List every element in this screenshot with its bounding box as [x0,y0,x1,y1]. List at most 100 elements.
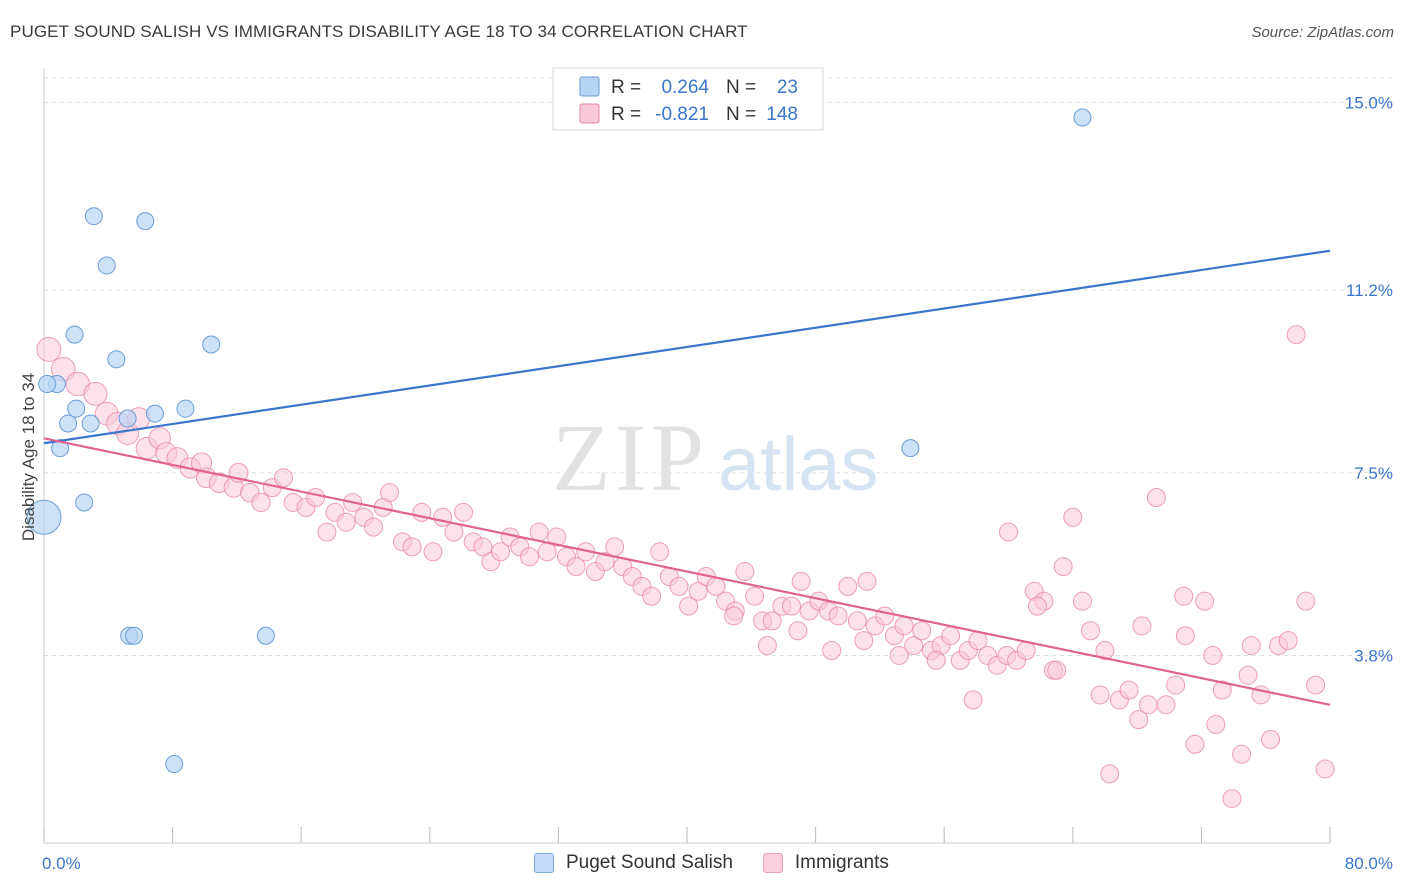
salish-point [256,626,275,645]
immigrants-point [1278,631,1298,651]
immigrants-point [380,483,400,503]
salish-point [136,212,155,231]
immigrants-point [1100,764,1120,784]
immigrants-point [36,336,62,362]
salish-point [125,626,144,645]
salish-point [65,325,84,344]
immigrants-point [1047,660,1067,680]
salish-point [165,755,184,774]
immigrants-point [1315,759,1335,779]
immigrants-point [1138,695,1158,715]
chart-title: PUGET SOUND SALISH VS IMMIGRANTS DISABIL… [10,22,748,41]
immigrants-point [875,606,895,626]
immigrants-point [473,537,493,557]
grid-lines [44,77,1392,656]
immigrants-point [1212,680,1232,700]
immigrants-point [642,586,662,606]
legend-n-label: N = [726,77,756,98]
series-legend: Puget Sound Salish Immigrants [534,852,919,874]
immigrants-point [1306,675,1326,695]
salish-point [202,335,221,354]
immigrants-point [650,542,670,562]
legend-r-label: R = [611,104,641,125]
salish-point [81,414,100,433]
immigrants-point [402,537,422,557]
immigrants-point [838,576,858,596]
immigrants-point [529,522,549,542]
watermark-atlas: atlas [718,422,879,507]
immigrants-point [1206,715,1226,735]
legend-top-swatch [579,76,600,97]
immigrants-points [36,325,1335,809]
legend-r-value: -0.821 [655,104,709,125]
immigrants-point [251,492,271,513]
immigrants-point [1129,710,1149,730]
salish-points [26,108,1092,774]
salish-point [67,399,86,418]
immigrants-point [566,557,586,577]
immigrants-point [1185,734,1205,754]
immigrants-point [1222,789,1242,809]
immigrants-point [941,626,961,646]
y-tick-label: 11.2% [1346,281,1393,300]
immigrants-point [1080,621,1100,641]
immigrants-point [1238,665,1258,685]
immigrants-point [519,547,539,567]
immigrants-point [1203,645,1223,665]
legend-r-label: R = [611,77,641,98]
legend-n-label: N = [726,104,756,125]
immigrants-point [688,581,708,601]
immigrants-point [1156,695,1176,715]
immigrants-point [889,645,909,665]
salish-point [51,439,70,458]
immigrants-point [547,527,567,547]
salish-trend-line [43,249,1331,445]
immigrants-point [1072,591,1092,611]
immigrants-point [791,571,811,591]
immigrants-point [912,621,932,641]
x-tick-label: 0.0% [42,854,81,873]
immigrants-point [1027,596,1047,616]
immigrants-point [595,552,615,572]
immigrants-point [444,522,464,542]
immigrants-point [1166,675,1186,695]
y-tick-labels: 3.8% 7.5% 11.2% 15.0% [1345,94,1393,666]
axes [43,68,1331,844]
immigrants-point [781,596,801,616]
immigrants-point [724,606,744,626]
legend-n-value: 148 [766,104,798,125]
source-label: Source: ZipAtlas.com [1251,24,1394,41]
salish-point [118,409,137,428]
legend-r-value: 0.264 [661,77,709,98]
watermark-zip: ZIP [552,404,708,511]
watermark: ZIP atlas [552,404,879,511]
legend-swatch-salish [534,853,554,873]
salish-point [1073,108,1092,127]
legend-label-salish: Puget Sound Salish [566,852,733,873]
immigrants-point [1296,591,1316,611]
legend-top-swatch [579,103,600,124]
immigrants-point [854,631,874,651]
immigrants-point [757,636,777,656]
immigrants-point [491,542,511,562]
immigrants-point [1175,626,1195,646]
immigrants-trend-line [43,437,1331,706]
immigrants-point [1286,325,1306,345]
immigrants-point [745,586,765,606]
y-axis-label: Disability Age 18 to 34 [19,373,38,541]
immigrants-point [963,690,983,710]
y-tick-label: 7.5% [1354,464,1393,483]
legend-swatch-immigrants [762,853,783,873]
immigrants-point [669,576,689,596]
immigrants-point [1090,685,1110,705]
immigrants-point [926,650,946,670]
immigrants-point [454,502,474,522]
immigrants-point [679,596,699,616]
trend-lines [43,249,1331,706]
immigrants-point [735,562,755,582]
immigrants-point [336,512,356,532]
immigrants-point [1095,641,1115,661]
salish-point [84,207,103,226]
immigrants-point [894,616,914,636]
immigrants-point [1119,680,1139,700]
